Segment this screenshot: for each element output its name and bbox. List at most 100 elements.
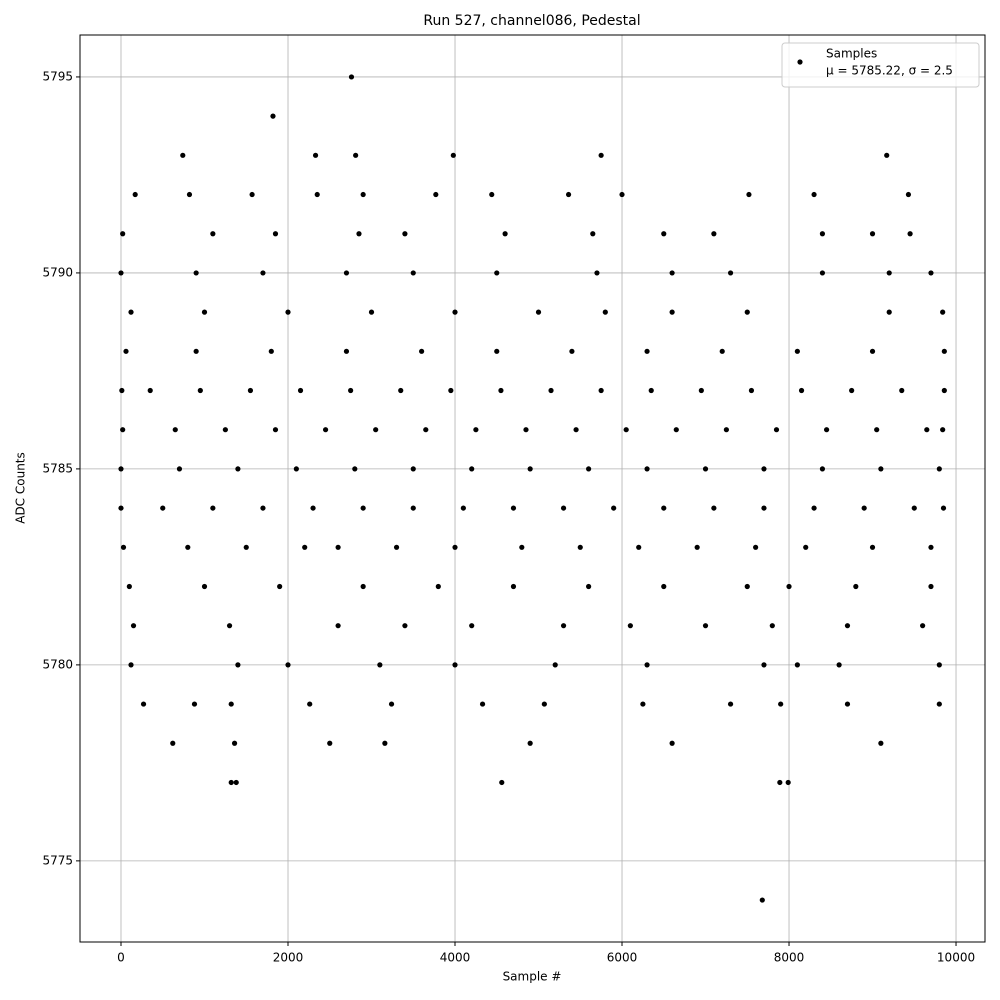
point	[307, 701, 313, 707]
point	[120, 544, 127, 550]
y-axis-label: ADC Counts	[14, 452, 28, 524]
chart-title: Run 527, channel086, Pedestal	[423, 13, 640, 29]
point	[293, 466, 299, 472]
point	[594, 270, 600, 276]
point	[627, 623, 633, 629]
point	[640, 701, 646, 707]
x-tick-label: 8000	[774, 951, 805, 965]
point	[140, 701, 147, 707]
point	[905, 191, 912, 198]
point	[560, 505, 567, 511]
point	[874, 427, 880, 433]
point	[924, 427, 930, 433]
point	[327, 740, 333, 746]
point	[118, 505, 124, 511]
point	[598, 152, 604, 158]
point	[590, 231, 596, 237]
point	[928, 544, 934, 550]
point	[268, 348, 274, 354]
point	[249, 191, 255, 198]
point	[423, 427, 429, 433]
point	[586, 583, 592, 590]
point	[128, 309, 134, 315]
point	[702, 466, 709, 472]
point	[270, 113, 276, 119]
x-tick-label: 6000	[607, 951, 638, 965]
point	[510, 505, 517, 511]
point	[899, 387, 905, 394]
y-tick-label: 5795	[42, 69, 73, 83]
point	[348, 74, 355, 80]
point	[382, 740, 388, 746]
point	[356, 231, 362, 237]
point	[186, 191, 193, 198]
point	[398, 387, 404, 394]
point	[473, 427, 479, 433]
point	[410, 466, 416, 472]
point	[644, 662, 650, 668]
point	[147, 387, 153, 394]
point	[711, 231, 717, 237]
point	[410, 505, 416, 511]
point	[368, 309, 375, 315]
point	[402, 231, 408, 237]
point	[661, 505, 667, 511]
point	[388, 701, 395, 707]
point	[210, 505, 216, 511]
point	[419, 348, 425, 354]
point	[611, 505, 617, 511]
point	[777, 779, 783, 786]
point	[669, 309, 675, 315]
point	[577, 544, 583, 550]
point	[201, 309, 208, 315]
point	[560, 623, 567, 629]
point	[753, 544, 759, 550]
point	[433, 191, 439, 198]
point	[936, 466, 942, 472]
point	[479, 701, 486, 707]
point	[527, 466, 533, 472]
point	[878, 466, 884, 472]
point	[746, 191, 752, 198]
point	[565, 191, 572, 198]
point	[878, 740, 884, 746]
point	[853, 583, 859, 590]
point	[761, 662, 767, 668]
point	[869, 348, 876, 354]
point	[353, 152, 359, 158]
point	[132, 191, 138, 198]
x-tick-label: 10000	[937, 951, 975, 965]
point	[744, 583, 750, 590]
point	[360, 583, 366, 590]
point	[170, 740, 176, 746]
point	[785, 779, 791, 786]
point	[636, 544, 642, 550]
legend-label: Samples	[826, 47, 877, 61]
point	[940, 505, 947, 511]
point	[644, 348, 650, 354]
point	[748, 387, 755, 394]
point	[119, 387, 125, 394]
point	[744, 309, 750, 315]
point	[773, 427, 780, 433]
point	[130, 623, 137, 629]
point	[260, 505, 266, 511]
point	[235, 466, 241, 472]
point	[573, 427, 579, 433]
point	[869, 544, 876, 550]
y-tick-label: 5790	[42, 265, 73, 279]
legend-marker	[797, 59, 803, 65]
point	[602, 309, 608, 315]
point	[907, 231, 913, 237]
x-tick-label: 2000	[273, 951, 304, 965]
point	[373, 427, 379, 433]
point	[941, 387, 947, 394]
point	[761, 505, 767, 511]
point	[798, 387, 805, 394]
point	[272, 427, 279, 433]
point	[452, 662, 458, 668]
point	[619, 191, 625, 198]
point	[494, 348, 500, 354]
plot-frame	[79, 34, 986, 943]
point	[727, 270, 734, 276]
